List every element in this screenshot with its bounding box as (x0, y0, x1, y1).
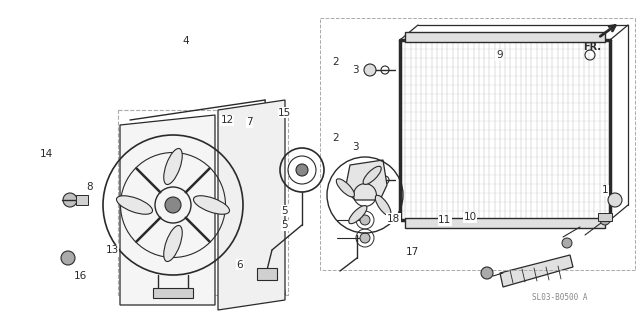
Text: FR.: FR. (583, 42, 601, 52)
Bar (257, 268, 277, 280)
Polygon shape (345, 160, 387, 200)
Ellipse shape (164, 225, 182, 262)
Text: 9: 9 (496, 50, 502, 61)
Text: 17: 17 (406, 247, 419, 257)
Text: 7: 7 (246, 117, 253, 127)
Text: 3: 3 (352, 65, 358, 75)
Circle shape (63, 193, 77, 207)
Text: 4: 4 (182, 36, 189, 46)
Text: 1: 1 (602, 185, 608, 195)
Text: 13: 13 (106, 245, 118, 256)
Ellipse shape (363, 166, 381, 184)
Bar (153, 288, 193, 298)
Text: SL03-B0500 A: SL03-B0500 A (532, 294, 588, 302)
Polygon shape (120, 115, 215, 305)
Ellipse shape (116, 196, 152, 214)
Text: 10: 10 (464, 212, 477, 222)
Circle shape (608, 193, 622, 207)
Text: 8: 8 (86, 182, 93, 192)
Text: 11: 11 (438, 215, 451, 225)
Bar (118, 110, 288, 295)
Circle shape (360, 233, 370, 243)
Bar (160, 288, 174, 296)
Ellipse shape (534, 33, 559, 41)
Circle shape (360, 215, 370, 225)
Circle shape (61, 251, 75, 265)
Text: 15: 15 (278, 107, 291, 118)
Text: 2: 2 (333, 133, 339, 143)
Text: 18: 18 (387, 214, 400, 224)
Ellipse shape (349, 206, 367, 224)
Ellipse shape (375, 195, 391, 216)
Text: 5: 5 (282, 220, 288, 230)
Circle shape (296, 164, 308, 176)
Text: 5: 5 (282, 206, 288, 216)
Circle shape (143, 250, 153, 260)
Text: 6: 6 (237, 260, 243, 270)
Bar (598, 213, 612, 221)
Circle shape (600, 215, 610, 225)
Text: 3: 3 (352, 142, 358, 152)
Text: 14: 14 (40, 149, 53, 159)
Circle shape (481, 267, 493, 279)
Bar (405, 32, 605, 42)
Circle shape (165, 197, 181, 213)
Text: 16: 16 (74, 271, 86, 281)
Polygon shape (218, 100, 285, 310)
Text: 2: 2 (333, 57, 339, 67)
Circle shape (562, 238, 572, 248)
Ellipse shape (336, 179, 355, 197)
Ellipse shape (193, 196, 230, 214)
Bar (405, 218, 605, 228)
Bar (76, 195, 88, 205)
Polygon shape (500, 255, 573, 287)
Text: 12: 12 (221, 115, 234, 126)
Circle shape (364, 64, 376, 76)
Circle shape (364, 174, 376, 186)
Ellipse shape (164, 148, 182, 184)
